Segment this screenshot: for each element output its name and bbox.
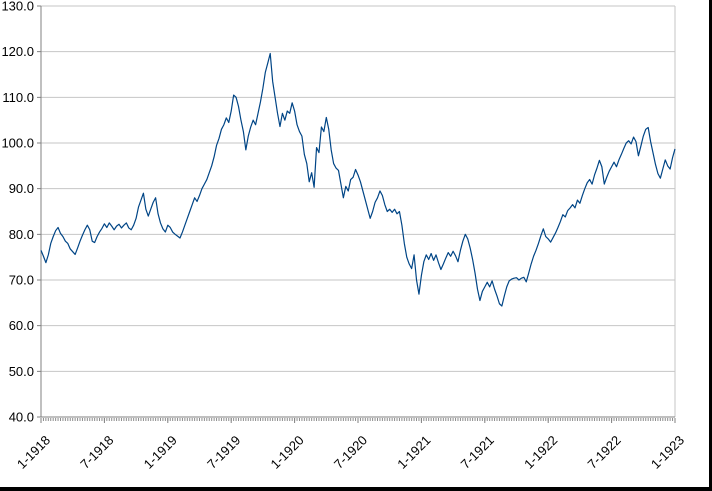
x-tick-label: 7-1922 <box>584 433 623 472</box>
x-tick-label: 1-1919 <box>141 433 180 472</box>
y-tick-label: 80.0 <box>9 227 34 242</box>
x-tick-label: 7-1918 <box>77 433 116 472</box>
y-tick-label: 120.0 <box>1 44 34 59</box>
y-tick-label: 130.0 <box>1 0 34 14</box>
x-axis-major-ticks <box>40 418 676 423</box>
x-tick-label: 1-1921 <box>394 433 433 472</box>
window-bottom-border <box>0 487 712 491</box>
x-tick-label: 1-1922 <box>521 433 560 472</box>
x-tick-label: 1-1918 <box>14 433 53 472</box>
axis-lines <box>40 6 675 418</box>
gridlines <box>41 5 676 417</box>
y-tick-label: 90.0 <box>9 181 34 196</box>
window-right-border <box>709 0 712 491</box>
x-tick-label: 1-1923 <box>648 433 687 472</box>
y-tick-label: 110.0 <box>2 90 34 105</box>
y-tick-label: 50.0 <box>9 364 34 379</box>
x-tick-label: 7-1921 <box>458 433 497 472</box>
x-tick-label: 7-1919 <box>204 433 243 472</box>
y-tick-label: 100.0 <box>1 136 34 151</box>
y-tick-label: 60.0 <box>9 318 34 333</box>
y-axis-ticks <box>37 5 41 418</box>
x-tick-label: 7-1920 <box>331 433 370 472</box>
data-line-series <box>40 52 676 307</box>
y-tick-label: 70.0 <box>9 273 34 288</box>
x-tick-label: 1-1920 <box>267 433 306 472</box>
y-tick-label: 40.0 <box>9 410 34 425</box>
